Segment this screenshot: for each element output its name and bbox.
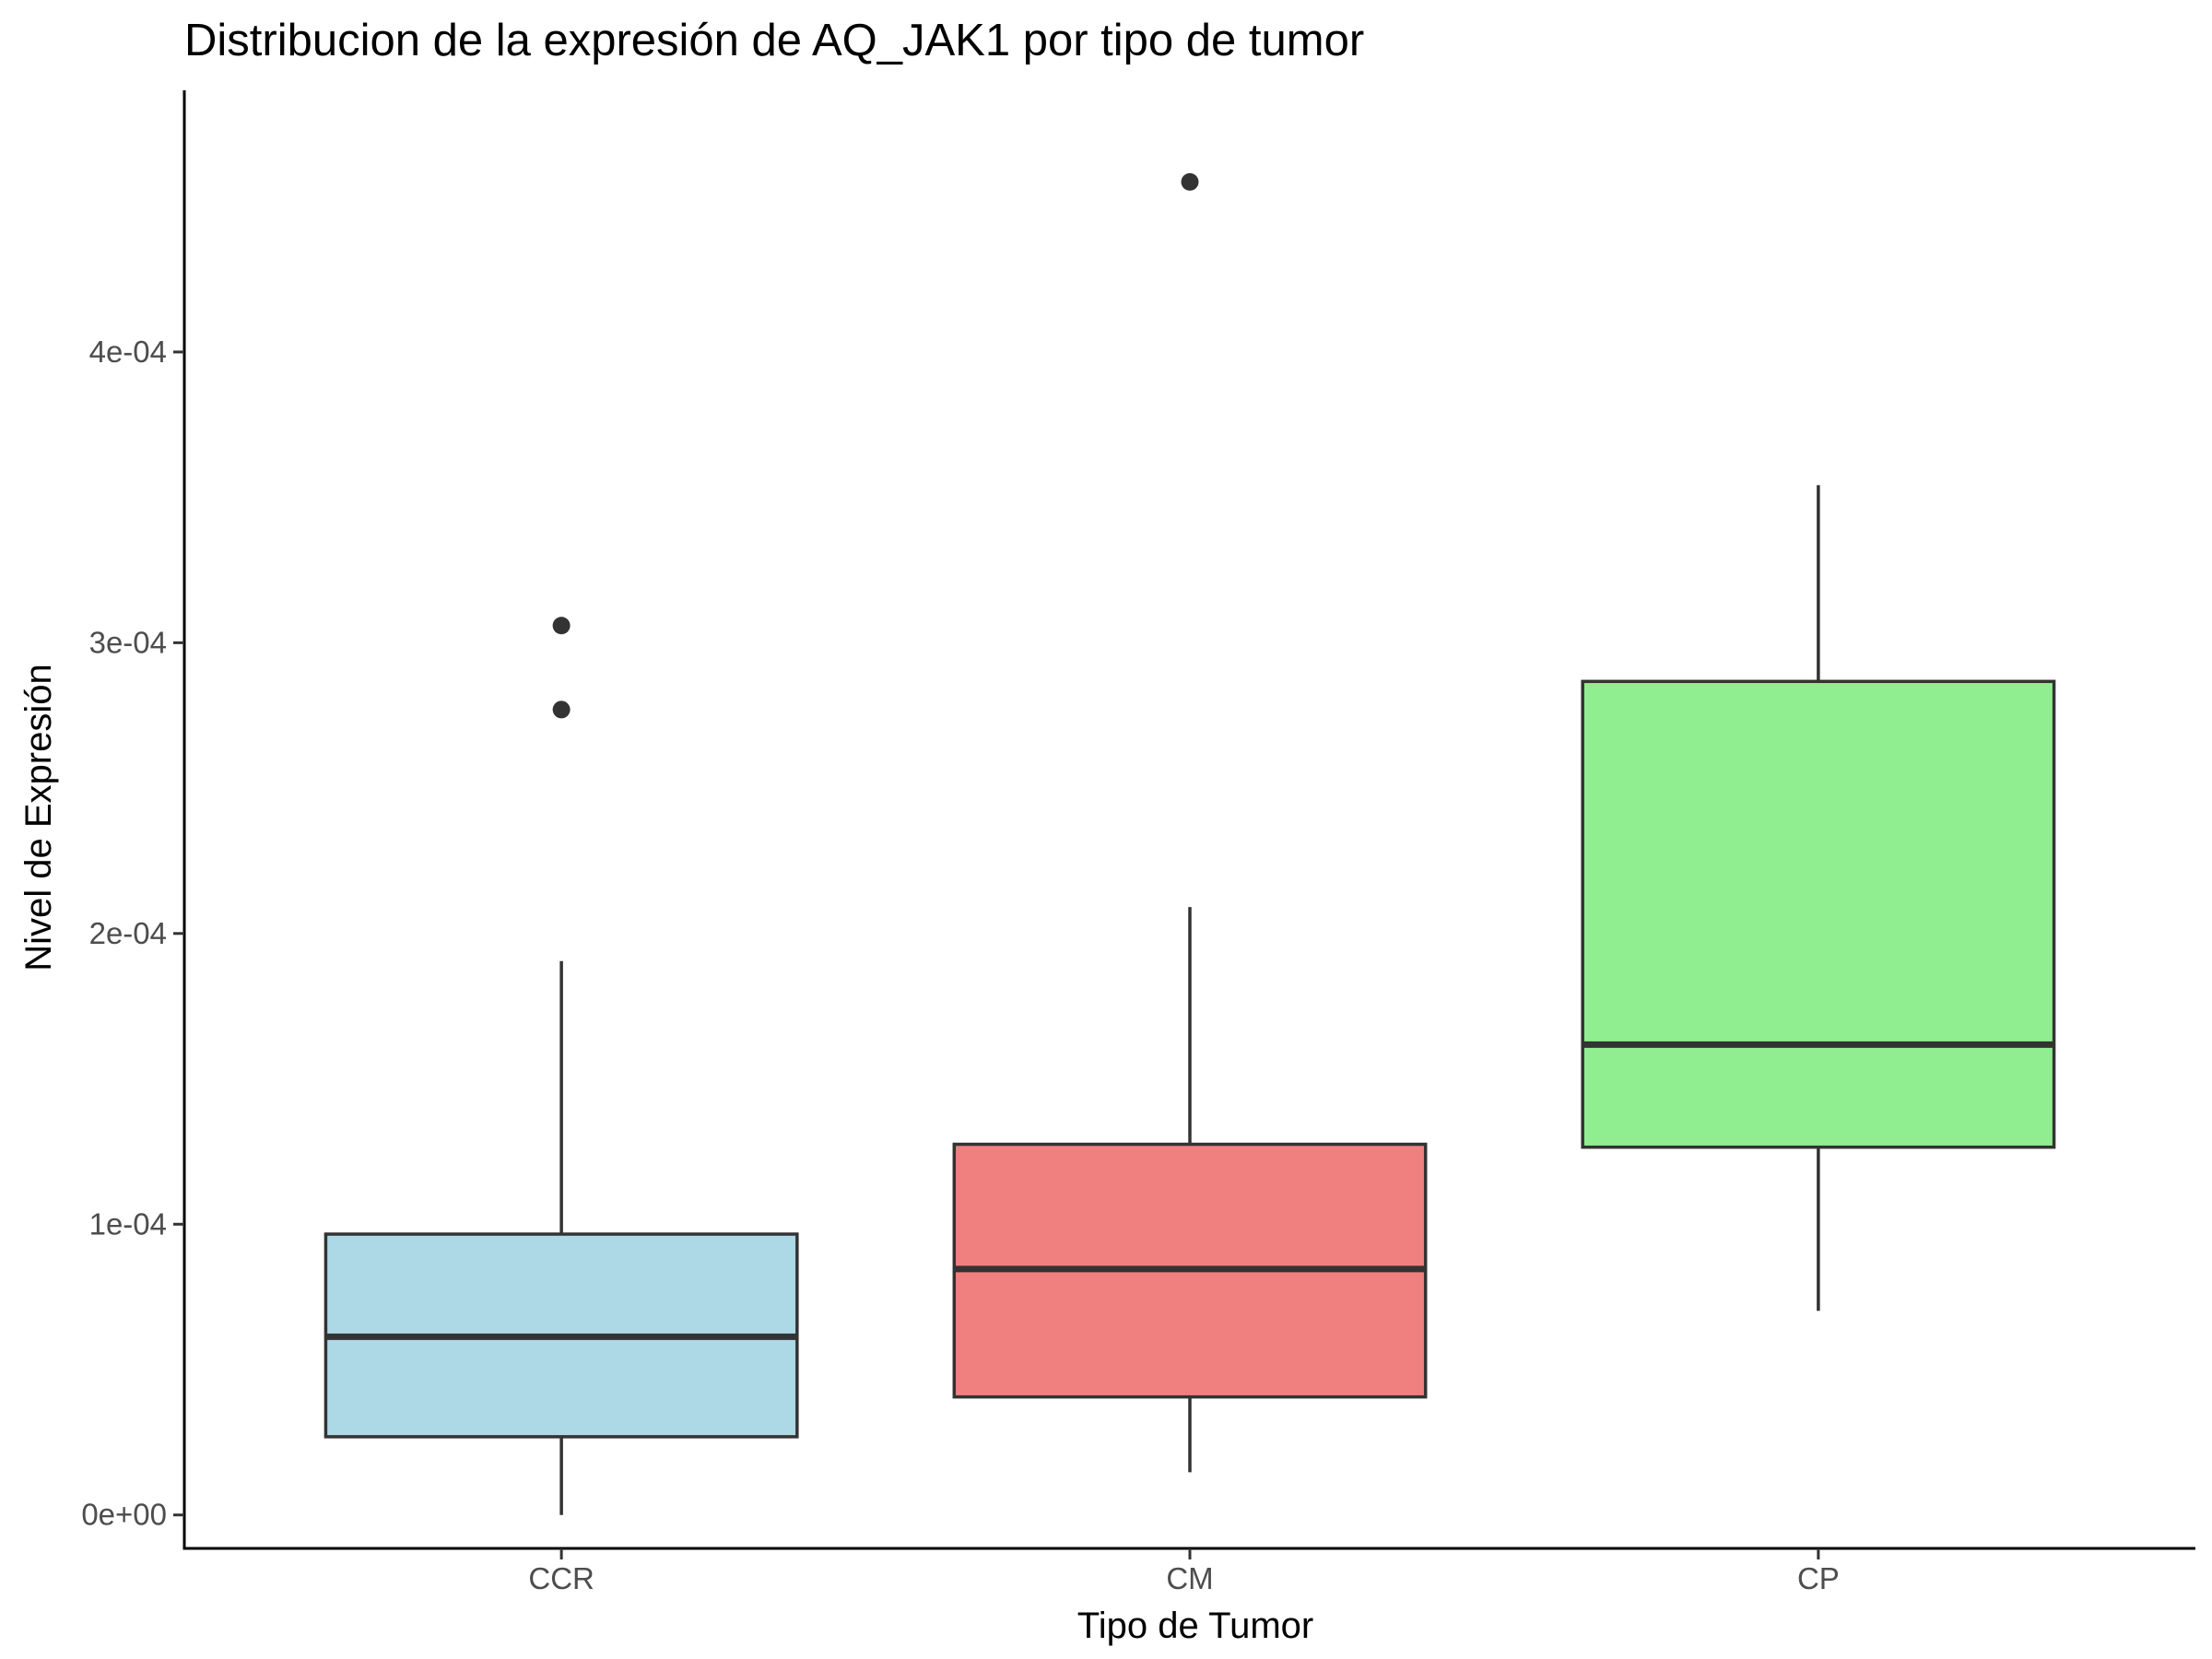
box-group-cm — [952, 172, 1428, 1473]
x-axis-ticks: CCR CM CP — [528, 1548, 1840, 1595]
x-tick-label: CP — [1797, 1561, 1840, 1595]
chart-title: Distribucion de la expresión de AQ_JAK1 … — [184, 16, 1364, 65]
x-axis-title: Tipo de Tumor — [1077, 1606, 1313, 1646]
box-group-cp — [1581, 485, 2056, 1312]
y-axis-title: Nivel de Expresión — [18, 664, 59, 971]
y-tick-label: 1e-04 — [89, 1206, 167, 1241]
y-tick-label: 4e-04 — [89, 335, 167, 369]
iqr-box — [1581, 679, 2056, 1149]
y-tick-label: 2e-04 — [89, 916, 167, 950]
outlier-point — [552, 617, 571, 635]
y-axis-ticks: 0e+00 1e-04 2e-04 3e-04 4e-04 — [81, 335, 184, 1532]
box-group-ccr — [324, 617, 799, 1515]
outlier-point — [552, 700, 571, 719]
x-tick-label: CCR — [528, 1561, 594, 1595]
y-tick-label: 3e-04 — [89, 625, 167, 659]
y-tick-label: 0e+00 — [81, 1498, 167, 1532]
x-tick-label: CM — [1166, 1561, 1213, 1595]
plot-area — [324, 172, 2056, 1515]
outlier-point — [1181, 172, 1199, 191]
